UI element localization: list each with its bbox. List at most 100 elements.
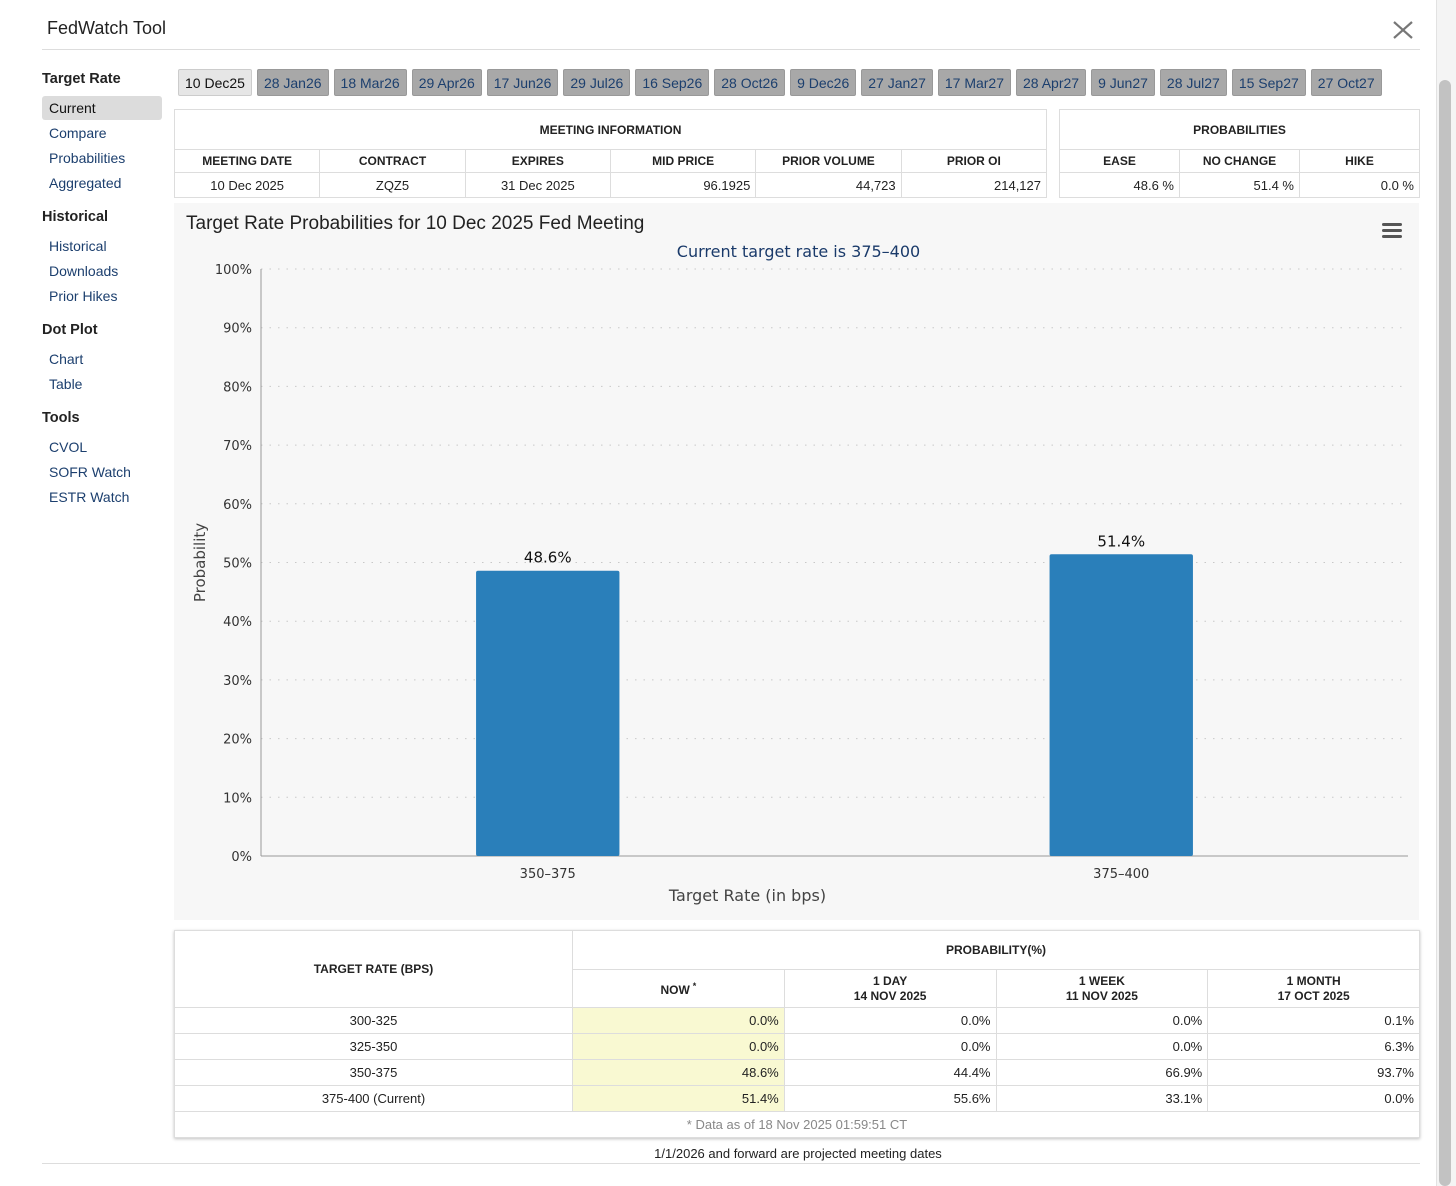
chart-container: Target Rate Probabilities for 10 Dec 202… [174, 203, 1419, 920]
chart-menu[interactable] [1382, 223, 1402, 238]
group-row: TARGET RATE (BPS) PROBABILITY(%) [174, 930, 1420, 1008]
column-header: NO CHANGE [1179, 149, 1300, 173]
y-axis-title: Probability [191, 523, 209, 602]
meeting-tab[interactable]: 27 Oct27 [1310, 69, 1382, 96]
meeting-info: MEETING INFORMATION MEETING DATE CONTRACT E… [173, 109, 1048, 198]
column-header: MID PRICE [609, 149, 757, 173]
data-row: 48.6 % 51.4 % 0.0 % [1059, 172, 1420, 198]
meeting-tab[interactable]: 16 Sep26 [635, 69, 710, 96]
menu-bar [1382, 235, 1402, 238]
y-tick-label: 100% [215, 263, 252, 278]
bar [476, 570, 620, 856]
rates-table: TARGET RATE (BPS) PROBABILITY(%) NOW * 1 DAY… [174, 930, 1420, 1138]
rate-row: 325-350 0.0% 0.0% 0.0% 6.3% [174, 1033, 1420, 1060]
y-tick-label: 40% [223, 615, 252, 630]
column-header: EASE [1059, 149, 1180, 173]
x-tick-label: 350–375 [520, 867, 576, 882]
note-row: * Data as of 18 Nov 2025 01:59:51 CT [174, 1111, 1420, 1138]
nav-link[interactable]: Downloads [49, 263, 119, 279]
cell: 0.0 % [1299, 172, 1420, 198]
column-title: NOW [660, 983, 690, 997]
meeting-tab[interactable]: 15 Sep27 [1231, 69, 1306, 96]
probability-table: TARGET RATE (BPS) PROBABILITY(%) NOW * 1 DAY… [174, 930, 1420, 1138]
close-button[interactable] [1392, 20, 1414, 40]
nav-link[interactable]: Probabilities [49, 150, 126, 166]
cell: 0.0% [1207, 1085, 1420, 1112]
cell: 48.6% [572, 1059, 785, 1086]
meeting-tab[interactable]: 28 Oct26 [714, 69, 786, 96]
cell: 375-400 (Current) [174, 1085, 573, 1112]
nav-heading: Historical [42, 209, 109, 225]
x-axis-title: Target Rate (in bps) [668, 886, 826, 905]
cell: 96.1925 [609, 172, 757, 198]
cell: 51.4% [572, 1085, 785, 1112]
meeting-tab[interactable]: 9 Jun27 [1091, 69, 1155, 96]
nav-group: Tools CVOL SOFR Watch ESTR Watch [42, 409, 162, 509]
column-date: 14 NOV 2025 [853, 988, 927, 1003]
cell: 6.3% [1207, 1033, 1420, 1060]
column-date: 17 OCT 2025 [1277, 988, 1350, 1003]
tool-title: FedWatch Tool [47, 18, 167, 38]
cell: 44.4% [783, 1059, 997, 1086]
scroll-thumb[interactable] [1439, 80, 1451, 1186]
cell: 0.0% [572, 1007, 785, 1034]
cell: 0.0% [783, 1033, 997, 1060]
nav-heading: Target Rate [42, 71, 121, 87]
nav-link[interactable]: Chart [49, 351, 84, 367]
nav-link[interactable]: Current [42, 96, 162, 120]
column-header: EXPIRES [464, 149, 611, 173]
rate-row: 375-400 (Current) 51.4% 55.6% 33.1% 0.0% [174, 1085, 1420, 1112]
nav-link[interactable]: Table [49, 376, 83, 392]
y-tick-label: 80% [223, 380, 252, 395]
rate-row: 350-375 48.6% 44.4% 66.9% 93.7% [174, 1059, 1420, 1086]
nav-link[interactable]: Compare [49, 125, 107, 141]
nav-heading: Tools [42, 410, 80, 426]
meeting-tab[interactable]: 27 Jan27 [861, 69, 933, 96]
meeting-tab[interactable]: 29 Jul26 [563, 69, 631, 96]
meeting-tabs: 10 Dec25 28 Jan26 18 Mar26 29 Apr26 17 Jun26… [178, 69, 1382, 96]
nav-link[interactable]: CVOL [49, 439, 88, 455]
column-header: TARGET RATE (BPS) [174, 930, 573, 1008]
column-header: 1 MONTH 17 OCT 2025 [1207, 969, 1420, 1008]
meeting-tab[interactable]: 9 Dec26 [790, 69, 857, 96]
nav-link[interactable]: ESTR Watch [49, 489, 130, 505]
close-icon [1393, 21, 1413, 39]
column-header: PRIOR OI [900, 149, 1048, 173]
cell: 33.1% [995, 1085, 1209, 1112]
meeting-tab[interactable]: 29 Apr26 [411, 69, 482, 96]
nav-link[interactable]: Prior Hikes [49, 288, 118, 304]
meeting-tab[interactable]: 28 Jul27 [1159, 69, 1227, 96]
table-title: PROBABILITIES [1059, 109, 1420, 150]
data-row: 10 Dec 2025 ZQZ5 31 Dec 2025 96.1925 44,723 2… [173, 172, 1048, 198]
cell: 44,723 [755, 172, 902, 198]
y-tick-label: 10% [223, 791, 252, 806]
info-table: MEETING INFORMATION MEETING DATE CONTRACT E… [173, 109, 1048, 198]
menu-bar [1382, 223, 1402, 226]
y-tick-label: 30% [223, 674, 252, 689]
column-mark: * [692, 981, 697, 991]
nav-link[interactable]: Historical [49, 238, 107, 254]
bar [1049, 554, 1193, 856]
column-header: NOW * [572, 969, 785, 1008]
meeting-tab[interactable]: 18 Mar26 [333, 69, 407, 96]
meeting-tab[interactable]: 28 Apr27 [1016, 69, 1087, 96]
nav-link[interactable]: SOFR Watch [49, 464, 131, 480]
y-tick-label: 90% [223, 322, 252, 337]
cell: 350-375 [174, 1059, 573, 1086]
group-header: PROBABILITY(%) [572, 930, 1420, 970]
data-label: 48.6% [524, 549, 572, 567]
column-title: 1 MONTH [1286, 973, 1341, 988]
meeting-tab[interactable]: 10 Dec25 [178, 69, 252, 96]
rate-row: 300-325 0.0% 0.0% 0.0% 0.1% [174, 1007, 1420, 1034]
footer-note: 1/1/2026 and forward are projected meeti… [654, 1146, 942, 1161]
title-row: MEETING INFORMATION [174, 109, 1047, 150]
meeting-tab[interactable]: 17 Jun26 [486, 69, 559, 96]
nav-link[interactable]: Aggregated [49, 175, 122, 191]
data-label: 51.4% [1097, 532, 1145, 550]
meeting-tab[interactable]: 28 Jan26 [256, 69, 329, 96]
meeting-tab[interactable]: 17 Mar27 [937, 69, 1012, 96]
column-date: 11 NOV 2025 [1065, 988, 1138, 1003]
cell: 93.7% [1207, 1059, 1420, 1086]
